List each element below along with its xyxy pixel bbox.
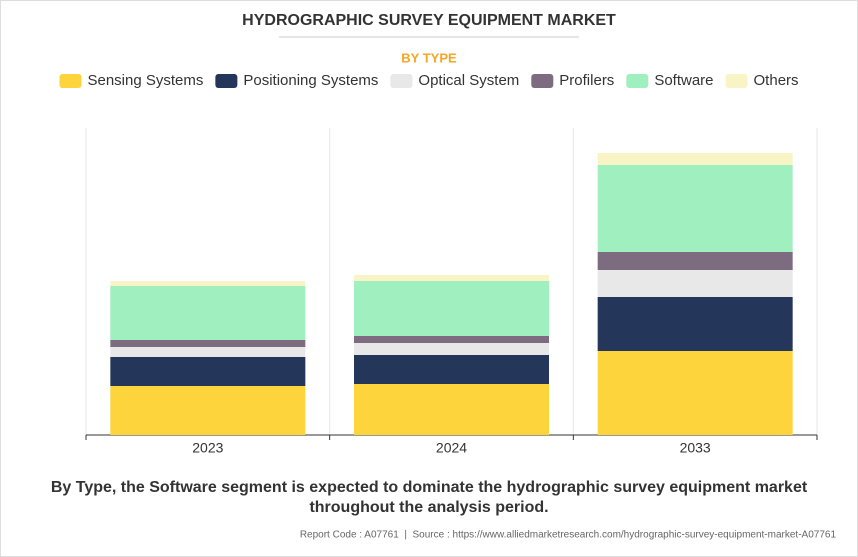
bar-segment [110, 386, 306, 435]
source: Report Code : A07761 | Source : https://… [300, 530, 837, 541]
bar-segment [597, 297, 793, 351]
caption: throughout the analysis period. [309, 499, 548, 516]
legend-swatch [215, 74, 238, 88]
bar-segment [597, 252, 793, 270]
legend-swatch [531, 74, 554, 88]
bar-segment [597, 270, 793, 297]
legend-item: Software [626, 72, 714, 89]
legend-label: Optical System [418, 72, 519, 89]
x-tick-label: 2024 [436, 440, 467, 456]
chart-subtitle: BY TYPE [401, 50, 457, 65]
x-tick-label: 2033 [680, 440, 711, 456]
bar-segment [354, 275, 549, 281]
x-tick-label: 2023 [192, 440, 223, 456]
bar-segment [110, 281, 306, 286]
legend-label: Others [754, 72, 799, 89]
legend-label: Sensing Systems [87, 72, 203, 89]
bar-segment [354, 336, 549, 343]
legend-label: Profilers [559, 72, 614, 89]
legend-label: Positioning Systems [243, 72, 378, 89]
legend-item: Profilers [531, 72, 614, 89]
legend-swatch [59, 74, 82, 88]
bar-segment [354, 355, 549, 384]
bar-segment [597, 153, 793, 165]
legend-swatch [390, 74, 413, 88]
bar-segment [110, 347, 306, 357]
bar-segment [110, 340, 306, 347]
legend-label: Software [654, 72, 713, 89]
legend-item: Others [725, 72, 799, 89]
bar-segment [110, 357, 306, 386]
caption: By Type, the Software segment is expecte… [51, 479, 808, 496]
legend-swatch [626, 74, 649, 88]
bar-segment [597, 351, 793, 435]
legend-item: Sensing Systems [59, 72, 203, 89]
bar-segment [110, 286, 306, 340]
bar-segment [354, 384, 549, 435]
chart-title: HYDROGRAPHIC SURVEY EQUIPMENT MARKET [242, 12, 616, 29]
legend-item: Positioning Systems [215, 72, 378, 89]
legend-swatch [725, 74, 748, 88]
bar-segment [597, 165, 793, 252]
bar-segment [354, 343, 549, 355]
legend-item: Optical System [390, 72, 519, 89]
bar-segment [354, 281, 549, 336]
